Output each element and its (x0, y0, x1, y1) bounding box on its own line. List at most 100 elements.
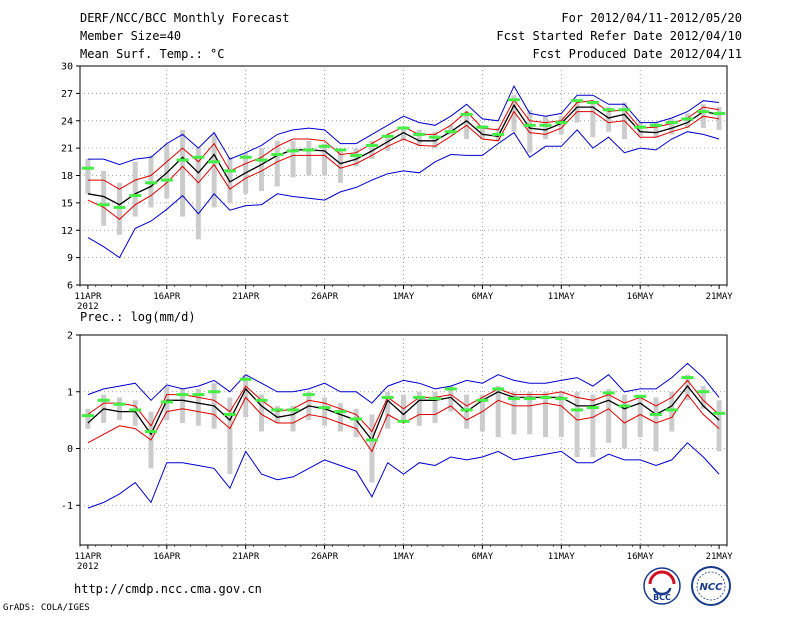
temp-range-bar (416, 129, 422, 147)
prec-climatology-marker (239, 377, 252, 381)
temp-ytick-label: 6 (67, 281, 73, 292)
temp-climatology-marker (586, 101, 599, 104)
temp-year-label: 2012 (77, 302, 99, 312)
prec-climatology-marker (539, 395, 552, 399)
bcc-logo-text: BCC (653, 593, 671, 602)
temp-xtick-label: 6MAY (472, 292, 494, 302)
temp-range-bar (432, 131, 438, 149)
prec-range-bar (322, 397, 328, 426)
temp-climatology-marker (397, 126, 410, 130)
prec-climatology-marker (145, 429, 158, 433)
temp-series-max (87, 85, 720, 166)
prec-climatology-marker (81, 414, 94, 418)
temp-range-bar (353, 148, 359, 167)
ncc-logo-text: NCC (699, 582, 723, 593)
forecast-produced-date: Fcst Produced Date 2012/04/11 (532, 47, 742, 61)
prec-series-upper (87, 379, 720, 433)
prec-climatology-marker (713, 411, 726, 415)
prec-year-label: 2012 (77, 562, 99, 572)
temp-climatology-marker (318, 144, 331, 148)
prec-climatology-marker (523, 397, 536, 401)
temp-climatology-marker (81, 166, 94, 170)
temp-climatology-marker (618, 108, 631, 112)
prec-climatology-marker (223, 412, 236, 416)
prec-range-bar (669, 391, 675, 432)
prec-ytick-label: 0 (67, 444, 73, 455)
prec-climatology-marker (397, 419, 410, 423)
variable-label-precipitation: Prec.: log(mm/d) (80, 310, 196, 324)
ncc-logo-ring (691, 566, 731, 606)
temp-climatology-marker (129, 194, 142, 198)
temp-climatology-marker (271, 153, 284, 157)
prec-xtick-label: 16MAY (627, 552, 655, 562)
ncc-logo: NCC (691, 566, 731, 606)
temp-range-bar (448, 125, 454, 135)
prec-range-bar (511, 391, 517, 435)
temp-range-bar (543, 116, 549, 139)
prec-climatology-marker (460, 408, 473, 412)
temp-range-bar (637, 122, 643, 137)
temp-climatology-marker (476, 125, 489, 129)
prec-climatology-marker (444, 387, 457, 391)
prec-xtick-label: 11MAY (548, 552, 576, 562)
prec-climatology-marker (192, 393, 205, 397)
temp-range-bar (653, 122, 659, 138)
temp-ytick-label: 21 (61, 144, 73, 155)
prec-range-bar (590, 394, 596, 458)
temp-climatology-marker (413, 132, 426, 136)
prec-climatology-marker (208, 390, 221, 394)
prec-range-bar (495, 386, 501, 438)
grads-credit: GrADS: COLA/IGES (3, 603, 90, 613)
temp-range-bar (227, 157, 233, 203)
temp-ytick-label: 24 (61, 116, 73, 127)
temp-xtick-label: 16MAY (627, 292, 655, 302)
temp-range-bar (558, 116, 564, 135)
prec-range-bar (385, 391, 391, 429)
prec-range-bar (527, 391, 533, 435)
prec-xtick-label: 6MAY (472, 552, 494, 562)
prec-climatology-marker (176, 393, 189, 397)
prec-range-bar (116, 397, 122, 421)
prec-climatology-marker (649, 412, 662, 416)
prec-climatology-marker (492, 387, 505, 391)
prec-climatology-marker (350, 417, 363, 421)
temp-range-bar (101, 170, 107, 226)
temp-ytick-label: 15 (61, 198, 73, 209)
temp-range-bar (180, 129, 186, 217)
temp-climatology-marker (113, 205, 126, 209)
temp-climatology-marker (713, 111, 726, 115)
temp-range-bar (85, 159, 91, 194)
prec-range-bar (574, 391, 580, 458)
source-url: http://cmdp.ncc.cma.gov.cn (74, 582, 262, 596)
temp-range-bar (258, 148, 264, 192)
temp-range-bar (195, 148, 201, 240)
prec-climatology-marker (271, 408, 284, 412)
prec-climatology-marker (287, 408, 300, 412)
temp-climatology-marker (176, 158, 189, 162)
temp-climatology-marker (681, 117, 694, 121)
prec-xtick-label: 11APR (74, 552, 102, 562)
temp-xtick-label: 16APR (153, 292, 181, 302)
temp-range-bar (527, 109, 533, 153)
temp-range-bar (211, 134, 217, 208)
forecast-period: For 2012/04/11-2012/05/20 (561, 11, 742, 25)
prec-range-bar (716, 400, 722, 452)
temp-range-bar (401, 127, 406, 141)
temp-climatology-marker (555, 121, 568, 125)
temp-climatology-marker (208, 160, 221, 164)
prec-climatology-marker (429, 397, 442, 401)
temp-climatology-marker (287, 149, 300, 153)
temp-range-bar (132, 161, 138, 217)
temp-climatology-marker (302, 148, 315, 152)
prec-climatology-marker (413, 395, 426, 399)
prec-range-bar (258, 394, 264, 432)
prec-range-bar (637, 394, 643, 438)
prec-climatology-marker (476, 398, 489, 402)
temp-range-bar (290, 140, 296, 178)
temp-climatology-marker (255, 158, 268, 162)
prec-range-bar (653, 397, 659, 452)
prec-ytick-label: -1 (61, 501, 73, 512)
ncc-logo-inner-ring (696, 571, 726, 601)
variable-label-temperature: Mean Surf. Temp.: °C (80, 47, 225, 61)
